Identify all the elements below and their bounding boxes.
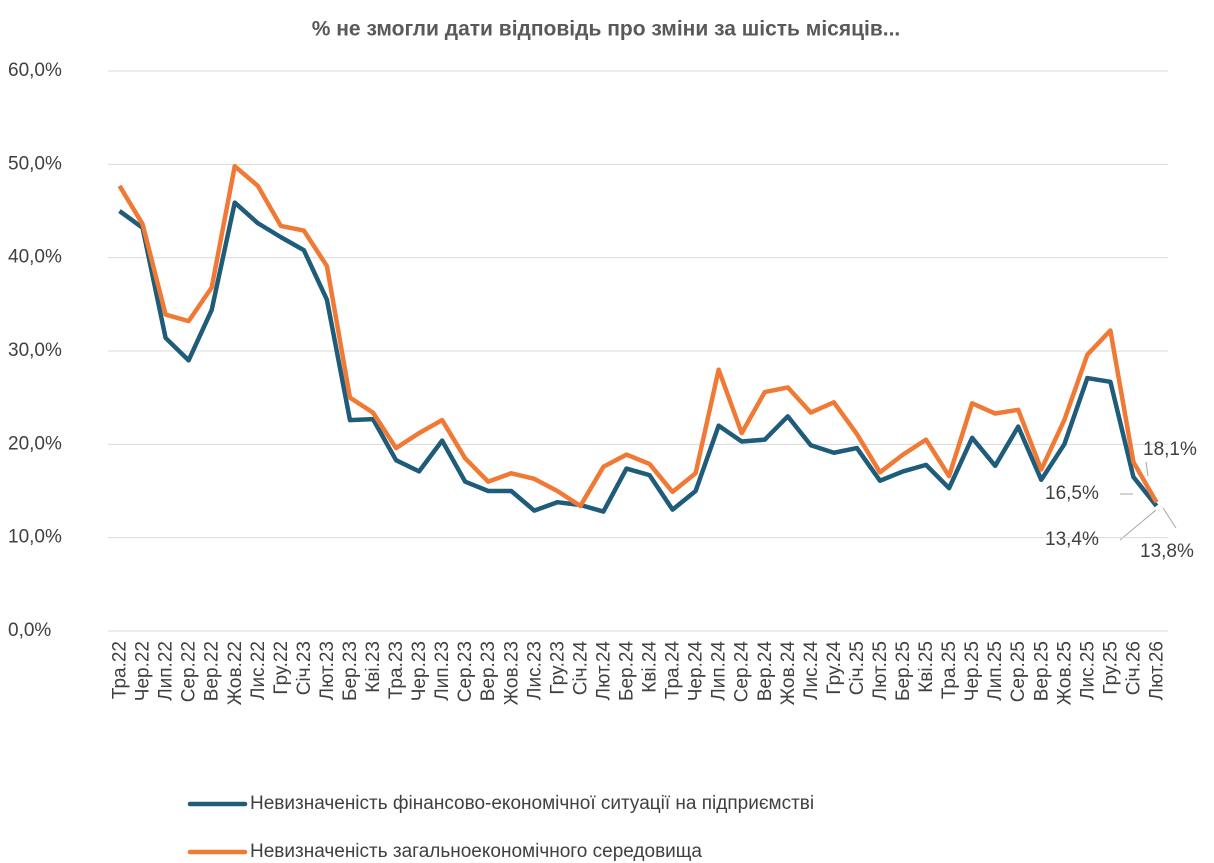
x-tick-label: Січ.23 (294, 641, 315, 695)
x-tick-label: Січ.26 (1123, 641, 1144, 695)
x-tick-label: Чер.22 (133, 641, 154, 701)
series-line (117, 163, 1159, 509)
x-tick-label: Гру.23 (547, 641, 568, 695)
x-tick-label: Тра.23 (386, 641, 407, 699)
x-tick-label: Лип.23 (432, 641, 453, 701)
data-label: 13,4% (1045, 529, 1099, 550)
x-tick-label: Січ.25 (847, 641, 868, 695)
x-tick-label: Лют.24 (593, 641, 614, 701)
x-tick-label: Гру.25 (1100, 641, 1121, 695)
x-tick-label: Гру.22 (271, 641, 292, 695)
x-tick-label: Чер.23 (409, 641, 430, 701)
x-tick-label: Вер.23 (478, 641, 499, 701)
x-tick-label: Жов.22 (225, 641, 246, 705)
x-tick-label: Жов.24 (778, 641, 799, 706)
data-label: 18,1% (1143, 439, 1197, 460)
x-tick-label: Бер.23 (340, 641, 361, 701)
x-tick-label: Чер.24 (686, 641, 707, 702)
x-tick-label: Лис.23 (524, 641, 545, 700)
x-tick-label: Лют.26 (1146, 641, 1167, 700)
x-tick-label: Лис.22 (248, 641, 269, 700)
leader-line (1145, 461, 1149, 477)
x-tick-label: Сер.25 (1008, 641, 1029, 702)
y-tick-label: 30,0% (8, 340, 62, 361)
y-tick-label: 50,0% (8, 153, 62, 174)
y-tick-label: 10,0% (8, 527, 62, 548)
x-tick-label: Вер.24 (755, 641, 776, 702)
x-tick-label: Гру.24 (824, 641, 845, 695)
x-tick-label: Вер.25 (1031, 641, 1052, 701)
x-tick-label: Лип.25 (985, 641, 1006, 701)
x-tick-label: Кві.24 (640, 641, 661, 693)
leaders (1119, 461, 1177, 541)
y-tick-label: 40,0% (8, 247, 62, 268)
leader-line (1119, 509, 1157, 541)
chart-title: % не змогли дати відповідь про зміни за … (312, 18, 901, 41)
x-tick-label: Сер.24 (732, 641, 753, 703)
x-tick-label: Тра.25 (939, 641, 960, 699)
y-tick-label: 60,0% (8, 60, 62, 81)
x-tick-label: Лют.25 (870, 641, 891, 700)
x-tick-label: Чер.25 (962, 641, 983, 701)
x-tick-label: Лют.23 (317, 641, 338, 700)
x-tick-label: Тра.24 (663, 641, 684, 700)
x-tick-label: Лис.25 (1077, 641, 1098, 700)
series-line (118, 200, 1159, 514)
legend-label: Невизначеність загальноекономічного сере… (250, 841, 702, 862)
y-tick-label: 0,0% (8, 620, 51, 641)
x-tick-label: Сер.23 (455, 641, 476, 702)
x-tick-label: Жов.25 (1054, 641, 1075, 705)
x-tick-label: Бер.24 (616, 641, 637, 701)
x-tick-label: Лип.24 (709, 641, 730, 701)
leader-line (1162, 507, 1177, 529)
legend-label: Невизначеність фінансово-економічної сит… (250, 793, 814, 814)
y-tick-label: 20,0% (8, 433, 62, 454)
data-label: 13,8% (1140, 541, 1194, 562)
data-label: 16,5% (1045, 483, 1099, 504)
x-tick-label: Лип.22 (156, 641, 177, 701)
x-tick-label: Кві.25 (916, 641, 937, 693)
x-tick-label: Бер.25 (893, 641, 914, 701)
x-tick-label: Вер.22 (202, 641, 223, 701)
x-tick-label: Кві.23 (363, 641, 384, 693)
x-tick-label: Сер.22 (179, 641, 200, 702)
x-tick-label: Жов.23 (501, 641, 522, 705)
x-tick-label: Лис.24 (801, 641, 822, 700)
x-tick-label: Січ.24 (570, 641, 591, 696)
x-tick-label: Тра.22 (110, 641, 131, 699)
